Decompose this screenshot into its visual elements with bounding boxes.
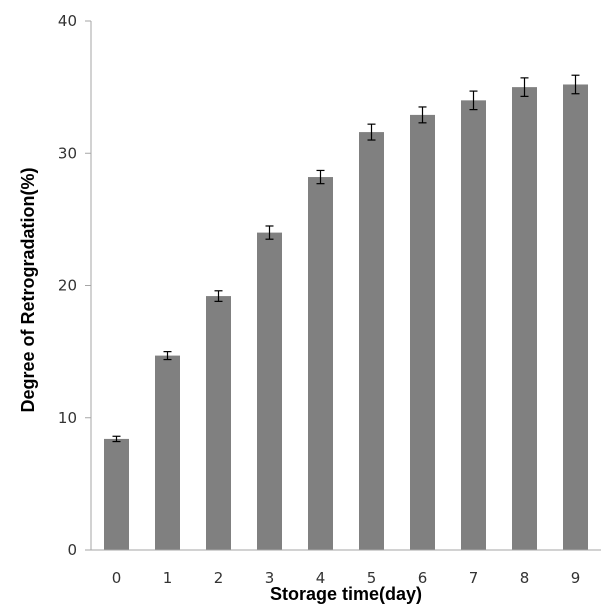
x-axis-title: Storage time(day) [270,584,422,604]
error-bars-group [112,74,580,443]
error-bar-day-7 [469,90,478,111]
error-bar-day-5 [367,123,376,141]
bar-day-7 [461,100,486,550]
x-tick-label-3: 3 [265,569,275,587]
y-tick-label-10: 10 [58,409,77,427]
bar-day-4 [308,177,333,550]
x-tick-label-4: 4 [316,569,326,587]
error-bar-day-1 [163,351,172,361]
error-bar-day-3 [265,225,274,240]
x-tick-label-7: 7 [469,569,479,587]
bar-day-1 [155,355,180,550]
bar-day-3 [257,232,282,550]
bar-day-0 [104,438,129,550]
bars-group [104,84,588,551]
x-tick-label-9: 9 [571,569,581,587]
error-bar-day-0 [112,435,121,443]
error-bar-day-2 [214,290,223,302]
bar-day-5 [359,132,384,550]
bar-day-9 [563,84,588,550]
x-ticks-group: 0 1 2 3 4 5 6 7 8 9 [112,569,581,587]
bar-day-8 [512,87,537,550]
x-tick-label-1: 1 [163,569,173,587]
bar-day-2 [206,296,231,550]
bar-day-6 [410,114,435,551]
error-bar-day-6 [418,106,427,124]
error-bar-day-8 [520,77,529,97]
x-tick-label-6: 6 [418,569,428,587]
y-tick-label-0: 0 [67,541,77,559]
x-tick-label-0: 0 [112,569,122,587]
y-axis-title: Degree of Retrogradation(%) [18,167,38,412]
error-bar-day-9 [571,74,580,95]
y-tick-label-20: 20 [58,277,77,295]
x-tick-label-8: 8 [520,569,530,587]
error-bar-day-4 [316,169,325,185]
x-tick-label-2: 2 [214,569,224,587]
y-tick-label-40: 40 [58,12,77,30]
y-ticks-group: 0 10 20 30 40 [58,12,91,559]
x-tick-label-5: 5 [367,569,377,587]
y-tick-label-30: 30 [58,144,77,162]
